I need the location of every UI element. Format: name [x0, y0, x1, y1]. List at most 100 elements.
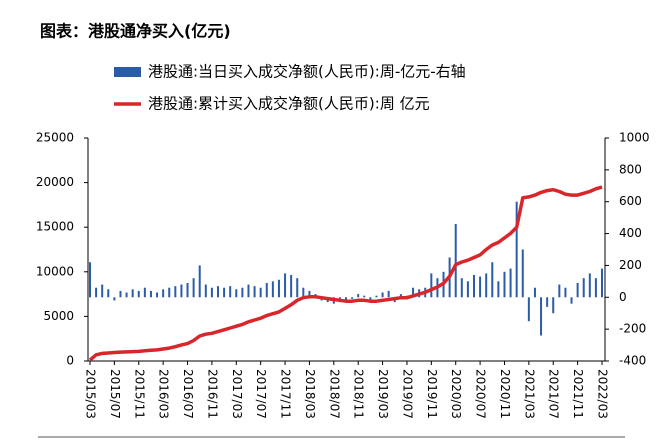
- x-tick-label: 2019/03: [376, 369, 390, 419]
- bar: [594, 278, 597, 298]
- bar: [497, 281, 500, 298]
- bar: [430, 273, 433, 298]
- bar: [247, 284, 250, 298]
- y-tick-label: 15000: [36, 220, 74, 234]
- bar: [558, 284, 561, 298]
- bar: [192, 278, 195, 298]
- bar: [460, 278, 463, 298]
- y-tick-label: 10000: [36, 264, 74, 278]
- bar: [156, 292, 159, 298]
- bar: [351, 297, 354, 299]
- legend-label: 港股通:当日买入成交净额(人民币):周-亿元-右轴: [148, 63, 466, 81]
- bar: [101, 284, 104, 298]
- y2-tick-label: -200: [619, 322, 646, 336]
- bar: [302, 287, 305, 298]
- y2-tick-label: -400: [619, 354, 646, 368]
- bar: [601, 268, 603, 298]
- bar: [125, 292, 128, 298]
- bar: [271, 281, 274, 298]
- x-tick-label: 2017/03: [230, 369, 244, 419]
- bar: [277, 279, 280, 298]
- bar: [345, 297, 347, 301]
- bar: [503, 271, 506, 298]
- bar: [296, 278, 299, 298]
- y-tick-label: 25000: [36, 131, 74, 145]
- bar: [479, 276, 482, 298]
- bar: [89, 262, 91, 298]
- bar: [485, 273, 488, 298]
- bar: [363, 295, 366, 298]
- x-tick-label: 2017/07: [254, 369, 268, 419]
- bar: [509, 268, 512, 298]
- bar: [381, 292, 384, 298]
- bar: [137, 290, 140, 298]
- bar: [308, 290, 311, 298]
- x-tick-label: 2020/03: [449, 369, 463, 419]
- bar: [259, 287, 262, 298]
- x-tick-label: 2021/03: [522, 369, 536, 419]
- bar: [265, 282, 268, 298]
- x-tick-label: 2018/03: [303, 369, 317, 419]
- bar: [149, 290, 152, 298]
- y-tick-label: 5000: [43, 309, 74, 323]
- bar: [588, 273, 591, 298]
- bar: [174, 286, 177, 298]
- bar: [119, 290, 122, 298]
- bar: [527, 297, 530, 322]
- x-tick-label: 2017/11: [279, 369, 293, 419]
- y2-tick-label: 0: [619, 290, 627, 304]
- x-tick-label: 2021/11: [571, 369, 585, 419]
- y2-tick-label: 800: [619, 162, 642, 176]
- bar: [369, 297, 372, 301]
- x-tick-label: 2016/03: [157, 369, 171, 419]
- bar: [284, 273, 287, 298]
- bar: [375, 295, 378, 298]
- bar: [552, 297, 555, 314]
- x-tick-label: 2018/07: [327, 369, 341, 419]
- bar: [576, 282, 579, 298]
- bar: [399, 294, 402, 298]
- bar: [253, 286, 256, 298]
- x-tick-label: 2021/07: [547, 369, 561, 419]
- x-tick-label: 2022/03: [596, 369, 610, 419]
- bar: [387, 290, 390, 298]
- bar: [198, 265, 201, 298]
- y-tick-label: 0: [66, 354, 74, 368]
- x-tick-label: 2015/11: [132, 369, 146, 419]
- x-tick-label: 2015/03: [84, 369, 98, 419]
- bar: [113, 297, 116, 301]
- y2-tick-label: 1000: [619, 131, 650, 145]
- bar: [570, 297, 573, 304]
- bar: [412, 287, 415, 298]
- bar: [564, 287, 567, 298]
- x-tick-label: 2020/11: [498, 369, 512, 419]
- bar: [241, 287, 244, 298]
- chart-title: 图表：港股通净买入(亿元): [40, 22, 231, 41]
- bar: [229, 286, 232, 298]
- bar: [521, 249, 524, 298]
- bar: [210, 287, 213, 298]
- line: [88, 185, 603, 362]
- bar: [473, 274, 475, 298]
- y2-tick-label: 200: [619, 258, 642, 272]
- bar: [223, 287, 226, 298]
- y-tick-label: 20000: [36, 175, 74, 189]
- x-tick-label: 2016/11: [205, 369, 219, 419]
- bar: [186, 282, 189, 298]
- bar: [454, 224, 457, 298]
- y2-tick-label: 400: [619, 226, 642, 240]
- bar: [204, 284, 207, 298]
- bar: [235, 289, 238, 298]
- legend-label: 港股通:累计买入成交净额(人民币):周 亿元: [148, 95, 430, 113]
- bar: [466, 281, 469, 298]
- bar: [107, 289, 110, 298]
- bar: [95, 287, 98, 298]
- bar: [546, 297, 549, 307]
- bar: [290, 274, 293, 298]
- x-tick-label: 2019/11: [425, 369, 439, 419]
- bar: [162, 289, 165, 298]
- x-tick-label: 2016/07: [181, 369, 195, 419]
- bar: [357, 294, 360, 298]
- bar: [131, 289, 134, 298]
